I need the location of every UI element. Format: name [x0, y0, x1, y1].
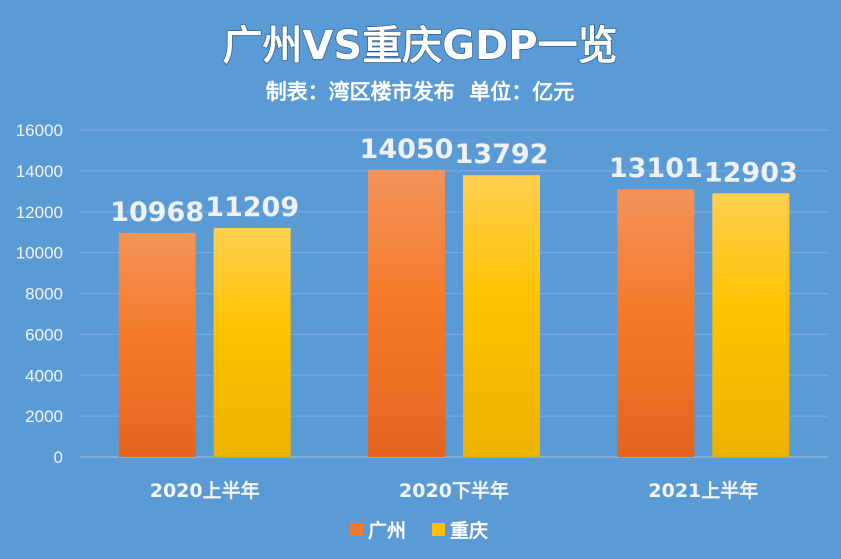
data-label: 11209: [205, 192, 299, 223]
data-label: 13792: [455, 139, 549, 170]
y-tick-label: 2000: [25, 407, 63, 426]
legend-label: 广州: [368, 519, 406, 542]
y-tick-label: 4000: [25, 366, 63, 385]
legend: 广州 重庆: [350, 519, 488, 542]
data-label: 13101: [609, 153, 703, 184]
data-label: 14050: [360, 134, 454, 165]
y-tick-label: 12000: [16, 203, 63, 222]
chart-title: 广州VS重庆GDP一览: [222, 23, 617, 69]
x-axis-categories: 2020上半年 2020下半年 2021上半年: [150, 479, 759, 502]
chart-subtitle: 制表：湾区楼市发布 单位：亿元: [266, 80, 575, 104]
bar: [213, 227, 291, 457]
x-category-label: 2020下半年: [399, 479, 509, 502]
bar: [712, 193, 790, 458]
y-tick-label: 0: [54, 448, 63, 467]
x-category-label: 2020上半年: [150, 479, 260, 502]
x-category-label: 2021上半年: [648, 479, 758, 502]
data-label: 10968: [110, 197, 204, 228]
gridlines: [80, 129, 828, 458]
bars: [118, 169, 790, 458]
y-tick-label: 10000: [16, 244, 63, 263]
y-tick-label: 14000: [16, 162, 63, 181]
bar: [463, 175, 540, 457]
y-tick-label: 8000: [25, 285, 63, 304]
bar: [368, 169, 445, 457]
bar: [617, 189, 695, 458]
data-labels: 10968 11209 14050 13792 13101 12903: [110, 134, 798, 228]
y-tick-label: 6000: [25, 325, 63, 344]
y-axis-ticks: 0 2000 4000 6000 8000 10000 12000 14000 16000: [16, 121, 63, 467]
legend-swatch: [350, 523, 363, 536]
y-tick-label: 16000: [16, 121, 63, 140]
legend-label: 重庆: [450, 519, 488, 542]
data-label: 12903: [704, 157, 798, 188]
bar: [118, 232, 196, 457]
legend-swatch: [432, 523, 445, 536]
